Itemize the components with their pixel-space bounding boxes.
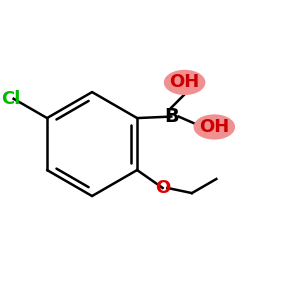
- Text: Cl: Cl: [1, 90, 20, 108]
- Text: O: O: [155, 179, 170, 197]
- Text: OH: OH: [169, 74, 200, 92]
- Text: B: B: [164, 107, 178, 126]
- Ellipse shape: [194, 114, 235, 140]
- Ellipse shape: [164, 70, 206, 95]
- Text: OH: OH: [199, 118, 230, 136]
